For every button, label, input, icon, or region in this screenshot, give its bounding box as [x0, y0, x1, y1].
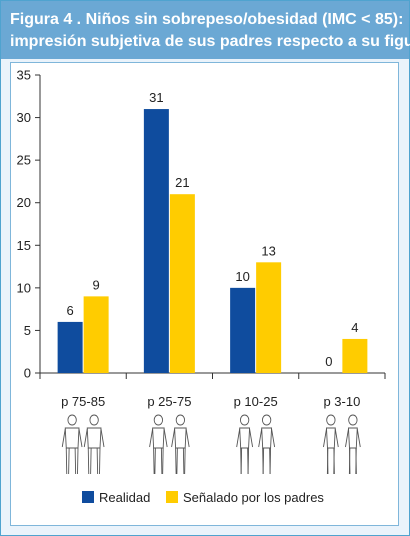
- legend-label-padres: Señalado por los padres: [183, 490, 324, 505]
- legend-swatch-realidad: [82, 491, 94, 503]
- category-label: p 25-75: [147, 394, 191, 409]
- category-label: p 10-25: [234, 394, 278, 409]
- bar-padres: [342, 338, 368, 373]
- y-tick-label: 30: [17, 110, 31, 125]
- bar-padres: [256, 262, 282, 373]
- y-tick-label: 5: [24, 323, 31, 338]
- data-label: 13: [261, 243, 275, 258]
- figure-title-line-2: impresión subjetiva de sus padres respec…: [10, 33, 410, 50]
- data-label: 0: [325, 354, 332, 369]
- body-figures-icon: [323, 414, 361, 475]
- bar-realidad: [143, 109, 169, 374]
- figure-header: Figura 4 . Niños sin sobrepeso/obesidad …: [1, 1, 410, 59]
- y-tick-label: 25: [17, 153, 31, 168]
- data-label: 6: [67, 303, 74, 318]
- body-figures-icon: [61, 414, 105, 475]
- bar-padres: [169, 194, 195, 373]
- y-tick-label: 15: [17, 238, 31, 253]
- data-label: 31: [149, 90, 163, 105]
- body-figures-icon: [236, 414, 276, 475]
- data-label: 21: [175, 175, 189, 190]
- category-label: p 3-10: [323, 394, 360, 409]
- body-figures-icon: [149, 414, 190, 475]
- y-tick-label: 0: [24, 366, 31, 381]
- bar-realidad: [57, 321, 83, 373]
- figure-title-line-1: Figura 4 . Niños sin sobrepeso/obesidad …: [10, 11, 404, 28]
- legend-swatch-padres: [166, 491, 178, 503]
- bar-padres: [83, 296, 109, 373]
- category-label: p 75-85: [61, 394, 105, 409]
- data-label: 9: [93, 277, 100, 292]
- y-tick-label: 35: [17, 68, 31, 83]
- legend-label-realidad: Realidad: [99, 490, 151, 505]
- y-tick-label: 20: [17, 195, 31, 210]
- y-tick-label: 10: [17, 280, 31, 295]
- bar-realidad: [230, 287, 256, 373]
- data-label: 4: [351, 320, 358, 335]
- data-label: 10: [235, 269, 249, 284]
